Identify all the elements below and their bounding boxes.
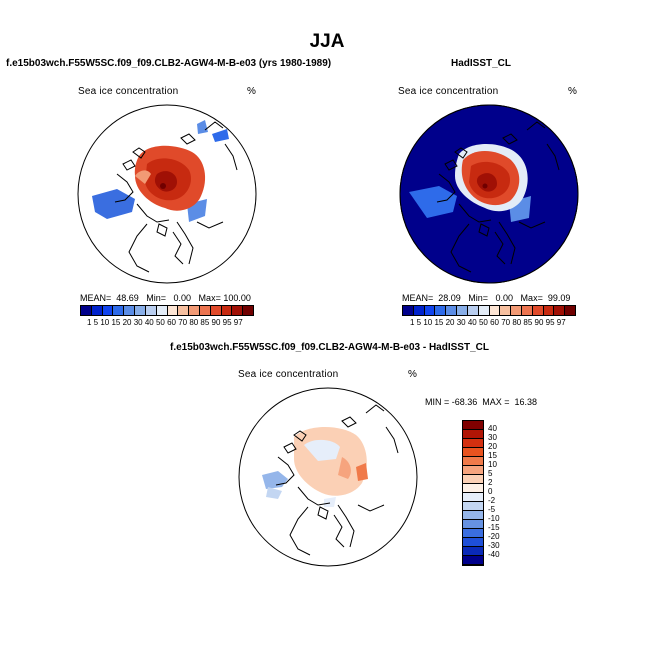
colorbar-swatch: [463, 439, 483, 448]
diff-panel-title: f.e15b03wch.F55W5SC.f09_f09.CLB2-AGW4-M-…: [170, 342, 489, 353]
colorbar-swatch: [463, 466, 483, 475]
left-units-label: %: [247, 86, 257, 97]
colorbar-swatch: [467, 306, 479, 315]
colorbar-label: -10: [488, 514, 500, 523]
right-panel-title: HadISST_CL: [451, 58, 512, 69]
colorbar-swatch: [403, 306, 414, 315]
colorbar-swatch: [91, 306, 103, 315]
colorbar-swatch: [463, 538, 483, 547]
colorbar-swatch: [463, 448, 483, 457]
colorbar-label: -30: [488, 541, 500, 550]
colorbar-swatch: [189, 306, 200, 315]
colorbar-label: 30: [488, 433, 497, 442]
colorbar-swatch: [463, 556, 483, 565]
right-field-label: Sea ice concentration: [398, 86, 499, 97]
colorbar-swatch: [463, 457, 483, 466]
colorbar-swatch: [463, 547, 483, 556]
colorbar-label: 5: [488, 469, 493, 478]
colorbar-swatch: [463, 529, 483, 538]
colorbar-swatch: [565, 306, 575, 315]
left-stats: MEAN= 48.69 Min= 0.00 Max= 100.00: [80, 293, 251, 303]
right-colorbar: [402, 305, 576, 316]
diff-units-label: %: [408, 369, 418, 380]
colorbar-swatch: [478, 306, 490, 315]
left-panel-title: f.e15b03wch.F55W5SC.f09_f09.CLB2-AGW4-M-…: [6, 58, 332, 69]
colorbar-swatch: [521, 306, 533, 315]
colorbar-label: -20: [488, 532, 500, 541]
colorbar-swatch: [145, 306, 157, 315]
right-stats: MEAN= 28.09 Min= 0.00 Max= 99.09: [402, 293, 571, 303]
colorbar-swatch: [543, 306, 555, 315]
colorbar-label: -2: [488, 496, 496, 505]
colorbar-swatch: [532, 306, 544, 315]
colorbar-swatch: [210, 306, 222, 315]
colorbar-swatch: [463, 511, 483, 520]
colorbar-swatch: [554, 306, 566, 315]
colorbar-label: 40: [488, 424, 497, 433]
colorbar-swatch: [511, 306, 522, 315]
colorbar-swatch: [124, 306, 136, 315]
colorbar-swatch: [135, 306, 146, 315]
left-colorbar: [80, 305, 254, 316]
right-polar-map: [399, 104, 579, 284]
left-field-label: Sea ice concentration: [78, 86, 179, 97]
colorbar-label: -5: [488, 505, 496, 514]
colorbar-swatch: [232, 306, 244, 315]
colorbar-swatch: [435, 306, 447, 315]
colorbar-label: 15: [488, 451, 497, 460]
colorbar-swatch: [199, 306, 211, 315]
colorbar-swatch: [463, 475, 483, 484]
colorbar-label: 0: [488, 487, 493, 496]
colorbar-swatch: [446, 306, 458, 315]
left-colorbar-ticks: 1 5 10 15 20 30 40 50 60 70 80 85 90 95 …: [87, 318, 243, 327]
colorbar-label: -15: [488, 523, 500, 532]
diff-polar-map: [238, 387, 418, 567]
page-title: JJA: [309, 31, 345, 52]
diff-colorbar-labels: 40 30 20 15 10 5 2 0 -2 -5 -10 -15 -20 -30 -40: [488, 424, 500, 559]
colorbar-swatch: [463, 484, 483, 493]
colorbar-swatch: [457, 306, 468, 315]
colorbar-swatch: [463, 430, 483, 439]
colorbar-swatch: [156, 306, 168, 315]
diff-colorbar: [462, 420, 484, 566]
colorbar-swatch: [424, 306, 436, 315]
colorbar-swatch: [489, 306, 501, 315]
colorbar-swatch: [221, 306, 233, 315]
colorbar-swatch: [243, 306, 253, 315]
colorbar-label: 2: [488, 478, 493, 487]
colorbar-label: 10: [488, 460, 497, 469]
colorbar-swatch: [463, 520, 483, 529]
colorbar-swatch: [167, 306, 179, 315]
colorbar-swatch: [463, 493, 483, 502]
colorbar-swatch: [102, 306, 114, 315]
colorbar-swatch: [113, 306, 125, 315]
left-polar-map: [77, 104, 257, 284]
colorbar-label: -40: [488, 550, 500, 559]
colorbar-swatch: [463, 421, 483, 430]
colorbar-swatch: [413, 306, 425, 315]
right-units-label: %: [568, 86, 578, 97]
colorbar-label: 20: [488, 442, 497, 451]
colorbar-swatch: [178, 306, 190, 315]
right-colorbar-ticks: 1 5 10 15 20 30 40 50 60 70 80 85 90 95 …: [410, 318, 566, 327]
colorbar-swatch: [81, 306, 92, 315]
diff-field-label: Sea ice concentration: [238, 369, 339, 380]
colorbar-swatch: [500, 306, 512, 315]
colorbar-swatch: [463, 502, 483, 511]
diff-minmax: MIN = -68.36 MAX = 16.38: [425, 397, 538, 407]
